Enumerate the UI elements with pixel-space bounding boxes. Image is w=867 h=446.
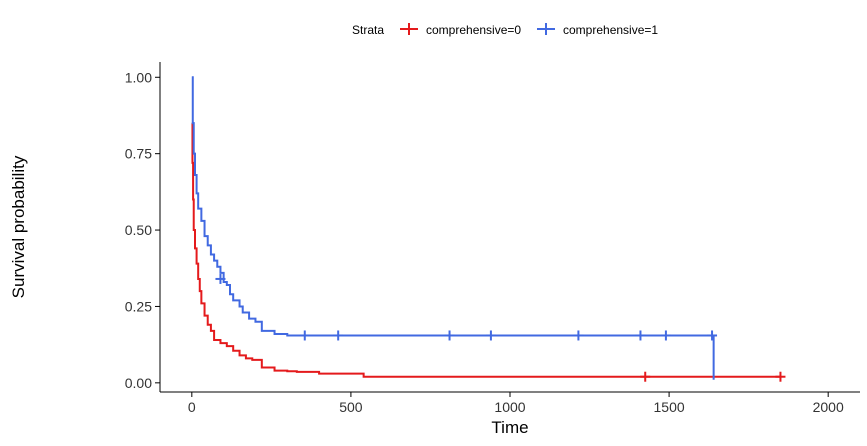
legend: Strata comprehensive=0 comprehensive=1 bbox=[352, 23, 658, 37]
censor-mark-comprehensive-1 bbox=[573, 330, 584, 341]
x-tick-label: 0 bbox=[188, 399, 196, 415]
y-tick-label: 0.50 bbox=[125, 222, 152, 238]
censor-mark-comprehensive-1 bbox=[215, 273, 226, 284]
censor-mark-comprehensive-1 bbox=[333, 330, 344, 341]
series-layer bbox=[191, 76, 786, 382]
x-tick-label: 500 bbox=[339, 399, 363, 415]
y-tick-label: 0.25 bbox=[125, 298, 152, 314]
x-tick-label: 1500 bbox=[654, 399, 685, 415]
x-ticks: 0 500 1000 1500 2000 bbox=[188, 392, 844, 415]
x-tick-label: 1000 bbox=[494, 399, 525, 415]
series-line-comprehensive-1 bbox=[191, 76, 715, 380]
censor-mark-comprehensive-1 bbox=[485, 330, 496, 341]
legend-label-comprehensive-0: comprehensive=0 bbox=[426, 23, 521, 37]
legend-title: Strata bbox=[352, 23, 384, 37]
censor-mark-comprehensive-0 bbox=[640, 371, 651, 382]
y-ticks: 0.00 0.25 0.50 0.75 1.00 bbox=[125, 69, 160, 391]
legend-key-comprehensive-0 bbox=[400, 23, 418, 35]
censor-mark-comprehensive-1 bbox=[299, 330, 310, 341]
censor-mark-comprehensive-0 bbox=[775, 371, 786, 382]
censor-mark-comprehensive-1 bbox=[660, 330, 671, 341]
series-line-comprehensive-0 bbox=[191, 122, 781, 378]
censor-mark-comprehensive-1 bbox=[444, 330, 455, 341]
y-axis-title: Survival probability bbox=[9, 155, 28, 298]
y-tick-label: 0.75 bbox=[125, 146, 152, 162]
x-axis-title: Time bbox=[491, 418, 528, 437]
legend-label-comprehensive-1: comprehensive=1 bbox=[563, 23, 658, 37]
legend-key-comprehensive-1 bbox=[537, 23, 555, 35]
censor-mark-comprehensive-1 bbox=[635, 330, 646, 341]
y-tick-label: 0.00 bbox=[125, 375, 152, 391]
censor-mark-comprehensive-1 bbox=[707, 330, 718, 341]
x-tick-label: 2000 bbox=[813, 399, 844, 415]
y-tick-label: 1.00 bbox=[125, 69, 152, 85]
